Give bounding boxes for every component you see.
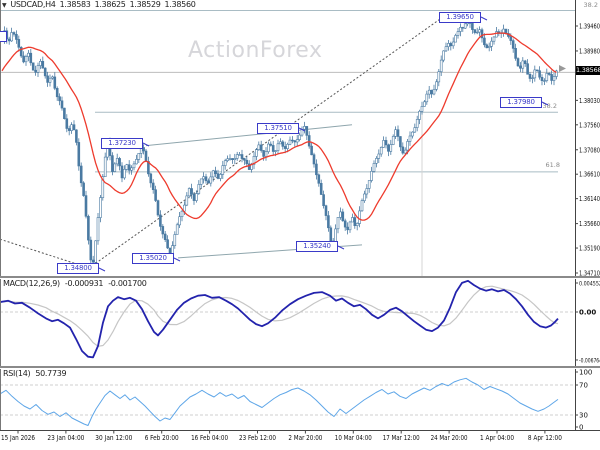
macd-indicator-title: MACD(12,26,9) -0.000931 -0.001700 (3, 279, 152, 288)
y-axis-label: 1.38030 (579, 97, 600, 105)
y-axis-label: 1.38980 (579, 47, 600, 55)
macd-axis-label: 0.004552 (579, 280, 600, 288)
rsi-axis-label: 0 (579, 424, 583, 432)
candlesticks (0, 14, 558, 265)
price-callout[interactable]: 1.39650 (439, 12, 481, 23)
macd-axis-label: 0.00 (579, 309, 596, 317)
x-axis-label: 2 Mar 20:00 (288, 434, 322, 442)
macd-signal-value: -0.001700 (108, 279, 147, 288)
pane-divider-rsi[interactable] (0, 366, 600, 369)
rsi-axis-label: 30 (579, 412, 588, 420)
price-callout[interactable]: 1.35020 (132, 253, 174, 264)
price-arrow-icon (559, 65, 566, 72)
high-value: 1.38625 (94, 0, 126, 9)
macd-signal-line (0, 285, 559, 347)
x-axis-label: 23 Feb 12:00 (239, 434, 276, 442)
callout-tail-line (298, 127, 306, 132)
low-value: 1.38529 (129, 0, 161, 9)
callout-tail-line (480, 16, 488, 21)
y-axis-label: 1.37080 (579, 146, 600, 154)
y-axis-label: 1.36140 (579, 195, 600, 203)
pane-divider-macd[interactable] (0, 276, 600, 279)
actionforex-watermark: ActionForex (188, 38, 323, 63)
close-value: 1.38560 (164, 0, 196, 9)
open-value: 1.38583 (59, 0, 91, 9)
y-axis-label: 1.34710 (579, 270, 600, 278)
macd-label: MACD(12,26,9) (3, 279, 60, 288)
callout-tail-line (142, 142, 150, 147)
rsi-label: RSI(14) (3, 369, 31, 378)
y-axis-label: 1.35660 (579, 220, 600, 228)
price-callout[interactable]: 1.37510 (257, 123, 299, 134)
price-callout[interactable]: 1.35240 (296, 241, 338, 252)
current-price-tag: 1.38568 (576, 66, 600, 75)
clipped-price-callout[interactable] (0, 31, 7, 42)
price-callout[interactable]: 1.37230 (101, 138, 143, 149)
fib-level-label: 38.2 (543, 102, 557, 110)
y-axis-label: 1.37560 (579, 121, 600, 129)
macd-axis-label: -0.006764 (579, 356, 600, 364)
x-axis-label: 24 Mar 20:00 (431, 434, 468, 442)
rsi-indicator-title: RSI(14) 50.7739 (3, 369, 71, 378)
y-axis-label: 1.36610 (579, 171, 600, 179)
rsi-axis-label: 70 (579, 382, 588, 390)
rising-dashed-trendline[interactable] (88, 17, 443, 269)
x-axis-label: 6 Feb 20:00 (145, 434, 179, 442)
rsi-value: 50.7739 (35, 369, 67, 378)
fib-level-label: 61.8 (546, 161, 560, 169)
x-axis-label: 8 Apr 12:00 (528, 434, 562, 442)
callout-tail-line (337, 245, 345, 250)
upper-channel-trendline[interactable] (145, 124, 353, 147)
x-axis-label: 15 Jan 2026 (1, 434, 35, 442)
price-callout[interactable]: 1.34800 (57, 263, 99, 274)
y-axis-label: 1.39460 (579, 23, 600, 31)
callout-tail-line (98, 267, 106, 272)
macd-main-value: -0.000931 (64, 279, 104, 288)
rsi-line (0, 377, 559, 426)
x-axis-label: 10 Mar 04:00 (335, 434, 372, 442)
callout-tail-line (173, 257, 181, 262)
moving-average-line (1, 32, 557, 221)
symbol-timeframe-label: USDCAD,H4 (10, 0, 56, 9)
chart-dropdown-icon[interactable]: ▼ (2, 2, 7, 9)
x-axis-label: 23 Jan 04:00 (47, 434, 84, 442)
x-axis-label: 16 Feb 04:00 (191, 434, 228, 442)
price-callout[interactable]: 1.37980 (500, 97, 542, 108)
x-axis-label: 30 Jan 12:00 (95, 434, 132, 442)
x-axis-label: 17 Mar 12:00 (383, 434, 420, 442)
callout-tail-line (541, 101, 549, 106)
fib-level-label: 38.2 (584, 1, 598, 9)
x-axis-label: 1 Apr 04:00 (480, 434, 514, 442)
rsi-axis-label: 100 (579, 369, 592, 377)
y-axis-label: 1.35190 (579, 245, 600, 253)
ohlc-titlebar: ▼ USDCAD,H4 1.38583 1.38625 1.38529 1.38560 (0, 0, 200, 10)
macd-main-line (0, 279, 559, 359)
